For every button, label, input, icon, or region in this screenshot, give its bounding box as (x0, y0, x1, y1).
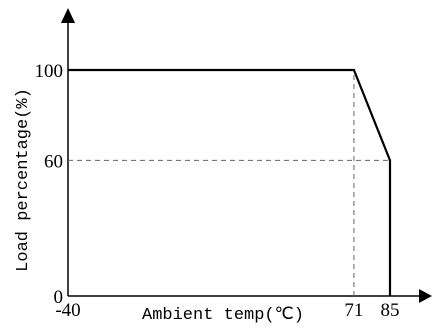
y-axis-label: Load percentage(%) (14, 88, 33, 272)
x-axis-label: Ambient temp(℃) (142, 306, 304, 325)
x-axis-arrow-icon (419, 289, 432, 303)
y-tick-label: 60 (44, 151, 63, 172)
x-tick-labels: -40 71 85 (55, 300, 399, 321)
x-tick-label: -40 (55, 300, 80, 321)
axes (61, 8, 432, 303)
y-tick-label: 0 (54, 287, 64, 308)
x-tick-label: 71 (344, 300, 363, 321)
series-line (68, 68, 392, 296)
series-group (67, 68, 392, 297)
y-axis-arrow-icon (61, 8, 75, 23)
y-tick-label: 100 (35, 61, 64, 82)
x-tick-label: 85 (381, 300, 400, 321)
reference-lines (68, 70, 390, 296)
y-tick-labels: 0 60 100 (35, 61, 64, 308)
